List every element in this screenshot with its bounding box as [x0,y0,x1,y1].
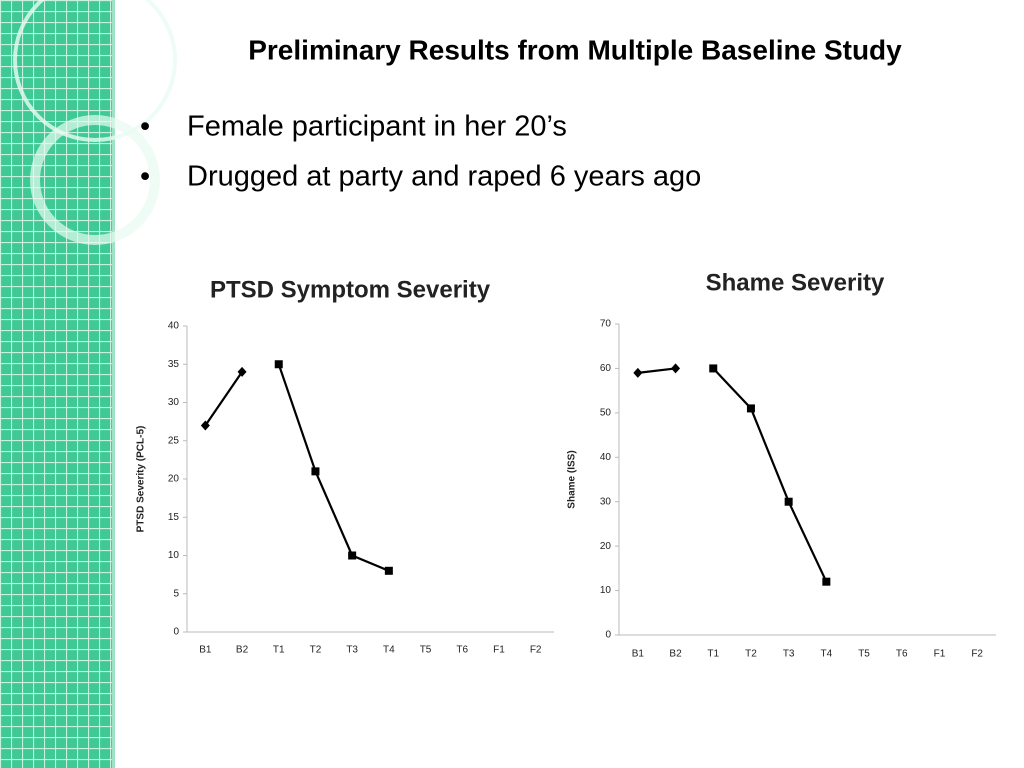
x-tick-label: F1 [493,645,505,656]
chart-title: PTSD Symptom Severity [210,276,491,303]
bullet-dot: • [140,111,150,143]
x-tick-label: F2 [530,645,542,656]
x-tick-label: T4 [821,649,833,660]
x-tick-label: B1 [199,645,212,656]
x-tick-label: B2 [236,645,249,656]
y-tick-label: 30 [168,397,180,408]
x-tick-label: F2 [971,649,983,660]
bullet-text: Drugged at party and raped 6 years ago [187,161,701,193]
x-tick-label: T2 [310,645,322,656]
bullet-text: Female participant in her 20’s [187,111,567,143]
decor-strip [0,0,177,768]
y-tick-label: 50 [600,407,612,418]
y-tick-label: 10 [600,585,612,596]
marker [311,467,320,476]
y-tick-label: 40 [168,321,180,332]
y-axis-title: PTSD Severity (PCL-5) [136,426,147,533]
y-tick-label: 0 [605,630,611,641]
y-tick-label: 60 [600,363,612,374]
x-tick-label: T1 [707,649,719,660]
y-tick-label: 30 [600,496,612,507]
marker [784,497,793,506]
x-tick-label: T3 [346,645,358,656]
marker [633,367,643,378]
marker [237,366,247,377]
marker [709,364,718,373]
x-tick-label: T5 [420,645,432,656]
x-tick-label: B2 [669,649,682,660]
x-tick-label: T6 [456,645,468,656]
x-tick-label: T1 [273,645,285,656]
series-line [712,367,828,583]
y-tick-label: 70 [600,319,612,330]
series-line [637,367,676,374]
x-tick-label: T6 [896,649,908,660]
x-tick-label: T4 [383,645,395,656]
y-tick-label: 15 [168,512,180,523]
marker [348,551,357,560]
x-tick-label: T3 [783,649,795,660]
slide-title: Preliminary Results from Multiple Baseli… [248,34,902,65]
y-tick-label: 20 [600,541,612,552]
marker [274,360,283,369]
x-tick-label: F1 [934,649,946,660]
y-tick-label: 35 [168,359,180,370]
marker [822,577,831,586]
y-axis-title: Shame (ISS) [567,450,578,508]
y-tick-label: 40 [600,452,612,463]
marker [671,363,681,374]
x-tick-label: B1 [632,649,645,660]
marker [746,404,755,413]
y-tick-label: 0 [173,627,179,638]
marker [200,420,210,431]
chart-title: Shame Severity [706,269,885,296]
y-tick-label: 5 [173,588,179,599]
x-tick-label: T5 [858,649,870,660]
y-tick-label: 20 [168,474,180,485]
bullet-dot: • [140,161,150,193]
y-tick-label: 25 [168,435,180,446]
series-line [204,371,243,427]
marker [384,566,393,575]
y-tick-label: 10 [168,550,180,561]
series-line [277,363,390,572]
x-tick-label: T2 [745,649,757,660]
